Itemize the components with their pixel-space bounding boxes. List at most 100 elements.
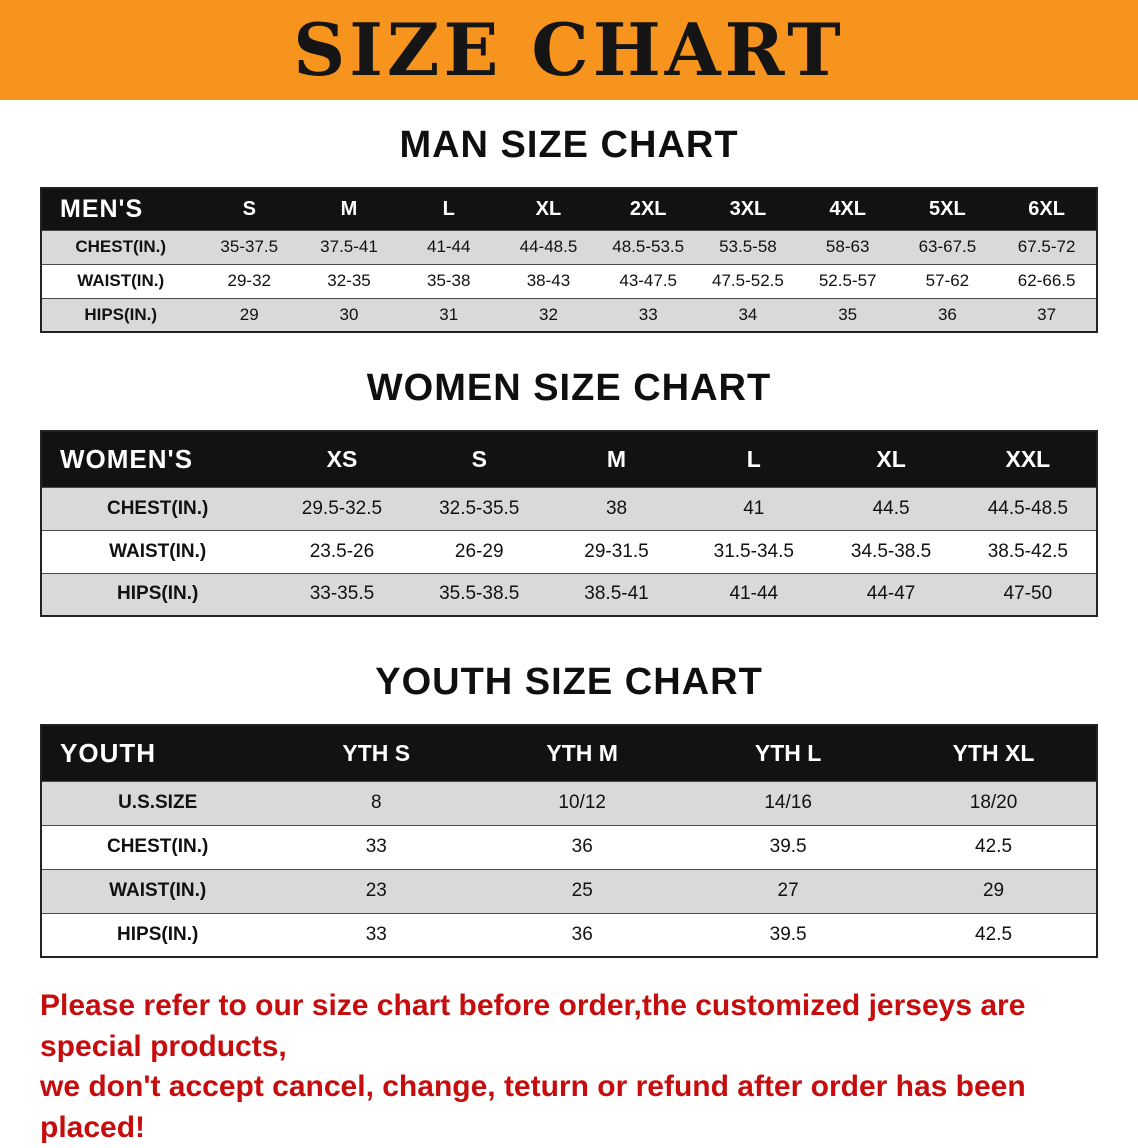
size-column-header: XL — [498, 188, 599, 230]
size-value-cell: 27 — [777, 880, 799, 901]
size-column-header: S — [410, 431, 548, 487]
women-size-table: WOMEN'S XS S M L XL XXL CHEST(IN.) 29.5-32.5 32.5… — [40, 430, 1098, 617]
size-value-cell: 18/20 — [969, 792, 1018, 813]
size-value-cell: 37 — [1037, 304, 1057, 324]
size-value-cell: 43-47.5 — [619, 271, 678, 290]
size-value-cell: 36 — [571, 836, 593, 857]
youth-size-table: YOUTH YTH S YTH M YTH L YTH XL U.S.SIZE 8 10/12… — [40, 724, 1098, 958]
table-row: WAIST(IN.) 23 25 27 29 — [41, 869, 1097, 913]
size-value-cell: 34.5-38.5 — [850, 540, 932, 562]
size-value-cell: 38.5-42.5 — [987, 540, 1068, 562]
measurement-label: HIPS(IN.) — [84, 304, 158, 324]
measurement-label: HIPS(IN.) — [117, 923, 199, 945]
measurement-label: CHEST(IN.) — [106, 836, 209, 857]
content: MAN SIZE CHART MEN'S S M L XL 2XL 3XL 4XL 5XL 6XL… — [0, 124, 1138, 1148]
measurement-label: U.S.SIZE — [118, 792, 198, 813]
table-row: WAIST(IN.) 23.5-26 26-29 29-31.5 31.5-34.5 34… — [41, 530, 1097, 573]
size-column-header: XL — [822, 431, 960, 487]
measurement-label: WAIST(IN.) — [77, 271, 165, 290]
size-value-cell: 36 — [937, 304, 957, 324]
size-value-cell: 29.5-32.5 — [301, 497, 383, 519]
size-value-cell: 31.5-34.5 — [713, 540, 794, 562]
size-column-header: S — [199, 188, 300, 230]
size-column-header: L — [398, 188, 499, 230]
size-column-header: YTH L — [685, 725, 892, 781]
size-value-cell: 41 — [743, 497, 765, 519]
disclaimer-line-2: we don't accept cancel, change, teturn o… — [40, 1070, 1026, 1144]
table-row: HIPS(IN.) 29 30 31 32 33 34 35 36 37 — [41, 298, 1097, 332]
table-corner-label: WOMEN'S — [41, 431, 274, 487]
size-value-cell: 44.5 — [872, 497, 910, 519]
size-value-cell: 33 — [638, 304, 658, 324]
table-header-row: MEN'S S M L XL 2XL 3XL 4XL 5XL 6XL — [41, 188, 1097, 230]
disclaimer-text: Please refer to our size chart before or… — [40, 986, 1098, 1148]
table-corner-label: YOUTH — [41, 725, 274, 781]
size-value-cell: 32.5-35.5 — [439, 497, 520, 519]
size-value-cell: 36 — [571, 923, 593, 945]
size-value-cell: 34 — [738, 304, 758, 324]
size-value-cell: 29-31.5 — [584, 540, 649, 562]
size-value-cell: 10/12 — [558, 792, 606, 813]
size-value-cell: 35-37.5 — [220, 237, 279, 256]
size-value-cell: 23.5-26 — [309, 540, 375, 562]
size-value-cell: 44.5-48.5 — [987, 497, 1068, 519]
measurement-label: CHEST(IN.) — [106, 497, 209, 519]
size-value-cell: 67.5-72 — [1017, 237, 1076, 256]
size-value-cell: 47.5-52.5 — [712, 271, 784, 290]
size-value-cell: 29 — [982, 880, 1005, 901]
size-column-header: M — [547, 431, 686, 487]
size-value-cell: 29 — [239, 304, 259, 324]
women-section-heading: WOMEN SIZE CHART — [366, 367, 772, 409]
size-value-cell: 41-44 — [729, 583, 779, 605]
size-value-cell: 57-62 — [925, 271, 970, 290]
size-column-header: 6XL — [997, 188, 1097, 230]
table-row: U.S.SIZE 8 10/12 14/16 18/20 — [41, 781, 1097, 825]
youth-size-chart-section: YOUTH SIZE CHART YOUTH YTH S YTH M YTH L YTH… — [0, 661, 1138, 958]
table-row: CHEST(IN.) 29.5-32.5 32.5-35.5 38 41 44.5 44.5… — [41, 487, 1097, 530]
size-value-cell: 37.5-41 — [320, 237, 378, 256]
men-size-table: MEN'S S M L XL 2XL 3XL 4XL 5XL 6XL CHEST(IN.) 35-37… — [40, 187, 1098, 333]
size-value-cell: 42.5 — [975, 923, 1013, 945]
table-row: HIPS(IN.) 33-35.5 35.5-38.5 38.5-41 41-44 44-… — [41, 573, 1097, 616]
size-value-cell: 39.5 — [769, 923, 807, 945]
size-value-cell: 33 — [365, 923, 387, 945]
table-row: CHEST(IN.) 35-37.5 37.5-41 41-44 44-48.5 48.5… — [41, 230, 1097, 264]
table-header-row: WOMEN'S XS S M L XL XXL — [41, 431, 1097, 487]
size-value-cell: 33 — [365, 836, 387, 857]
size-value-cell: 23 — [365, 880, 387, 901]
size-column-header: 4XL — [797, 188, 898, 230]
table-row: WAIST(IN.) 29-32 32-35 35-38 38-43 43-47.5 47.… — [41, 264, 1097, 298]
measurement-label: CHEST(IN.) — [75, 237, 167, 256]
size-column-header: 3XL — [698, 188, 798, 230]
size-value-cell: 53.5-58 — [719, 237, 777, 256]
table-row: CHEST(IN.) 33 36 39.5 42.5 — [41, 825, 1097, 869]
size-value-cell: 44-48.5 — [519, 237, 578, 256]
size-column-header: XXL — [959, 431, 1097, 487]
size-value-cell: 35 — [838, 304, 858, 324]
size-column-header: L — [685, 431, 823, 487]
table-corner-label: MEN'S — [41, 188, 200, 230]
size-value-cell: 35-38 — [426, 271, 471, 290]
size-value-cell: 47-50 — [1003, 583, 1053, 605]
size-column-header: YTH XL — [891, 725, 1097, 781]
size-value-cell: 25 — [571, 880, 593, 901]
size-value-cell: 42.5 — [975, 836, 1013, 857]
size-value-cell: 58-63 — [825, 237, 870, 256]
title-banner: SIZE CHART — [0, 0, 1138, 100]
youth-section-heading: YOUTH SIZE CHART — [375, 661, 763, 703]
size-value-cell: 52.5-57 — [818, 271, 877, 290]
size-value-cell: 48.5-53.5 — [612, 237, 685, 256]
size-value-cell: 29-32 — [227, 271, 271, 290]
size-value-cell: 8 — [370, 792, 382, 813]
size-value-cell: 44-47 — [866, 583, 916, 605]
size-value-cell: 14/16 — [764, 792, 812, 813]
men-size-chart-section: MAN SIZE CHART MEN'S S M L XL 2XL 3XL 4XL 5XL 6XL… — [0, 124, 1138, 333]
measurement-label: HIPS(IN.) — [117, 583, 199, 605]
women-size-chart-section: WOMEN SIZE CHART WOMEN'S XS S M L XL XXL CHEST(… — [0, 367, 1138, 617]
size-column-header: M — [299, 188, 399, 230]
table-row: HIPS(IN.) 33 36 39.5 42.5 — [41, 913, 1097, 957]
disclaimer-line-1: Please refer to our size chart before or… — [40, 989, 1026, 1063]
size-value-cell: 63-67.5 — [918, 237, 977, 256]
size-value-cell: 38 — [605, 497, 628, 519]
